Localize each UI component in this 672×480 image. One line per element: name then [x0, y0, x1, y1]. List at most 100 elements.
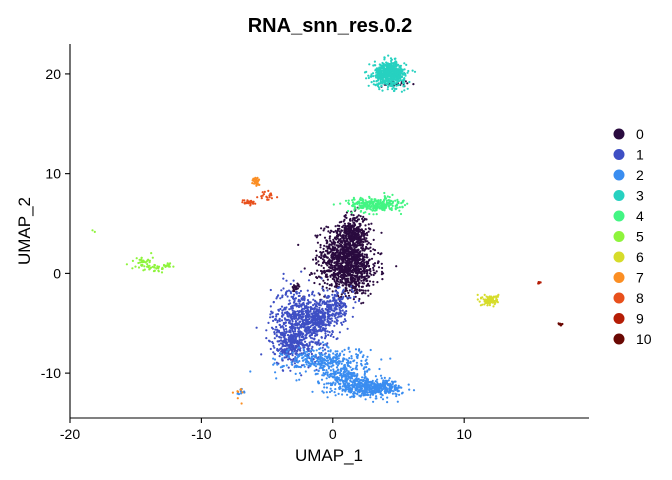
- point-cluster-1: [308, 317, 311, 320]
- point-cluster-2: [354, 374, 357, 377]
- point-cluster-2: [273, 362, 276, 365]
- point-cluster-1: [339, 306, 343, 309]
- point-cluster-1: [311, 328, 314, 331]
- point-cluster-0: [347, 283, 350, 286]
- point-cluster-1: [284, 293, 287, 296]
- point-cluster-0: [323, 244, 326, 247]
- point-cluster-0: [351, 229, 354, 232]
- point-cluster-2: [324, 343, 327, 346]
- point-cluster-0: [353, 280, 356, 283]
- point-cluster-2: [385, 387, 388, 390]
- point-cluster-1: [299, 289, 302, 293]
- point-cluster-4: [394, 199, 397, 202]
- point-cluster-3: [389, 66, 392, 69]
- point-cluster-1: [331, 293, 334, 296]
- point-cluster-5: [153, 266, 156, 269]
- point-cluster-0: [349, 244, 352, 247]
- point-cluster-0: [347, 233, 350, 236]
- point-cluster-2: [356, 385, 359, 388]
- point-cluster-1: [293, 299, 296, 302]
- point-cluster-1: [296, 326, 299, 329]
- point-cluster-0: [317, 260, 320, 263]
- point-cluster-1: [291, 329, 294, 332]
- point-cluster-4: [382, 204, 385, 207]
- point-cluster-1: [320, 320, 323, 323]
- point-cluster-1: [283, 349, 286, 352]
- point-cluster-0: [331, 273, 334, 277]
- point-cluster-7: [231, 391, 234, 394]
- point-cluster-3: [378, 88, 381, 91]
- point-cluster-1: [280, 319, 284, 322]
- point-cluster-1: [288, 319, 291, 322]
- point-cluster-2: [333, 360, 337, 363]
- point-cluster-2: [348, 350, 351, 353]
- point-cluster-2: [397, 384, 400, 387]
- point-cluster-5: [157, 269, 160, 272]
- point-cluster-0: [344, 242, 347, 245]
- point-cluster-0: [336, 234, 340, 237]
- point-cluster-4: [401, 205, 404, 208]
- point-cluster-0: [363, 268, 366, 271]
- point-cluster-2: [310, 359, 313, 362]
- point-cluster-0: [345, 216, 348, 219]
- point-cluster-2: [358, 394, 361, 397]
- point-cluster-4: [380, 206, 383, 209]
- point-cluster-7: [251, 182, 254, 185]
- point-cluster-0: [350, 255, 353, 258]
- point-cluster-4: [351, 205, 354, 208]
- point-cluster-1: [274, 328, 277, 331]
- point-cluster-2: [335, 370, 338, 373]
- point-cluster-2: [324, 373, 327, 376]
- point-cluster-1: [317, 292, 320, 295]
- point-cluster-0: [294, 288, 297, 291]
- point-cluster-1: [275, 335, 278, 338]
- point-cluster-2: [387, 390, 390, 393]
- point-cluster-0: [342, 220, 345, 223]
- point-cluster-4: [332, 203, 335, 206]
- point-cluster-0: [356, 215, 359, 218]
- point-cluster-2: [381, 398, 385, 401]
- point-cluster-4: [396, 198, 399, 201]
- point-cluster-1: [343, 318, 346, 321]
- point-cluster-0: [330, 261, 333, 264]
- point-cluster-0: [326, 264, 329, 267]
- point-cluster-0: [366, 240, 369, 243]
- point-cluster-2: [323, 362, 326, 365]
- point-cluster-1: [329, 308, 332, 311]
- point-cluster-4: [383, 199, 386, 202]
- point-cluster-2: [310, 357, 313, 360]
- point-cluster-0: [362, 234, 365, 237]
- point-cluster-2: [382, 379, 385, 382]
- point-cluster-0: [353, 248, 356, 251]
- point-cluster-0: [368, 280, 372, 283]
- point-cluster-2: [391, 392, 394, 395]
- point-cluster-0: [360, 238, 363, 241]
- point-cluster-0: [315, 249, 318, 252]
- point-cluster-2: [368, 381, 371, 384]
- point-cluster-2: [380, 392, 383, 396]
- point-cluster-0: [354, 278, 357, 281]
- point-cluster-0: [316, 234, 319, 237]
- point-cluster-3: [394, 76, 397, 79]
- point-cluster-0: [355, 256, 358, 259]
- point-cluster-0: [312, 258, 315, 261]
- point-cluster-0: [356, 279, 359, 282]
- point-cluster-0: [334, 236, 337, 239]
- point-cluster-0: [332, 254, 335, 257]
- point-cluster-3: [399, 64, 402, 68]
- point-cluster-2: [350, 375, 353, 378]
- point-cluster-1: [307, 311, 310, 314]
- point-cluster-1: [322, 344, 325, 347]
- point-cluster-2: [372, 393, 375, 396]
- point-cluster-2: [350, 368, 353, 372]
- point-cluster-3: [393, 78, 396, 81]
- point-cluster-2: [322, 374, 325, 377]
- point-cluster-0: [367, 223, 370, 226]
- point-cluster-0: [345, 232, 348, 235]
- point-cluster-0: [375, 270, 378, 273]
- point-cluster-2: [336, 377, 339, 380]
- point-cluster-2: [388, 391, 392, 394]
- point-cluster-1: [292, 357, 295, 361]
- point-cluster-2: [377, 390, 380, 393]
- point-cluster-0: [349, 251, 353, 254]
